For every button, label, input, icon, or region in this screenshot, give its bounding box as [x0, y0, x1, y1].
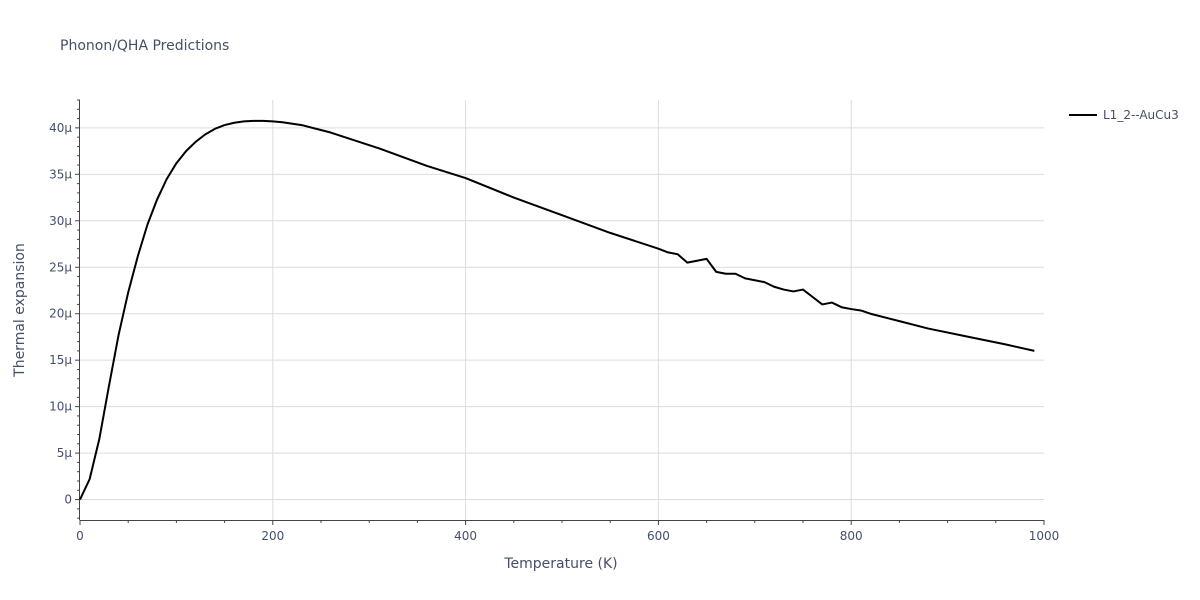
x-axis-label: Temperature (K) — [503, 556, 617, 572]
x-tick-label: 0 — [76, 529, 84, 543]
y-tick-label: 30μ — [49, 214, 72, 228]
y-tick-label: 0 — [64, 493, 72, 507]
x-tick-label: 1000 — [1029, 529, 1060, 543]
y-axis-label: Thermal expansion — [12, 243, 28, 378]
axes: 0 5μ 10μ 15μ 20μ 25μ 30μ 35μ 40μ 0 200 400 600 800 100… — [49, 99, 1060, 543]
x-tick-label: 200 — [261, 529, 284, 543]
x-tick-label: 600 — [647, 529, 670, 543]
series-line[interactable] — [79, 119, 1035, 500]
y-tick-label: 15μ — [49, 353, 72, 367]
y-tick-label: 40μ — [49, 121, 72, 135]
x-tick-label: 400 — [454, 529, 477, 543]
y-tick-label: 20μ — [49, 307, 72, 321]
y-tick-label: 35μ — [49, 167, 72, 181]
legend-label: L1_2--AuCu3 — [1103, 108, 1179, 122]
y-tick-label: 10μ — [49, 400, 72, 414]
y-tick-label: 25μ — [49, 260, 72, 274]
y-tick-label: 5μ — [57, 446, 73, 460]
legend[interactable]: L1_2--AuCu3 — [1069, 108, 1179, 122]
series-layer — [79, 119, 1035, 500]
chart-title: Phonon/QHA Predictions — [60, 38, 229, 54]
grid-lines — [80, 100, 1044, 520]
x-tick-label: 800 — [840, 529, 863, 543]
